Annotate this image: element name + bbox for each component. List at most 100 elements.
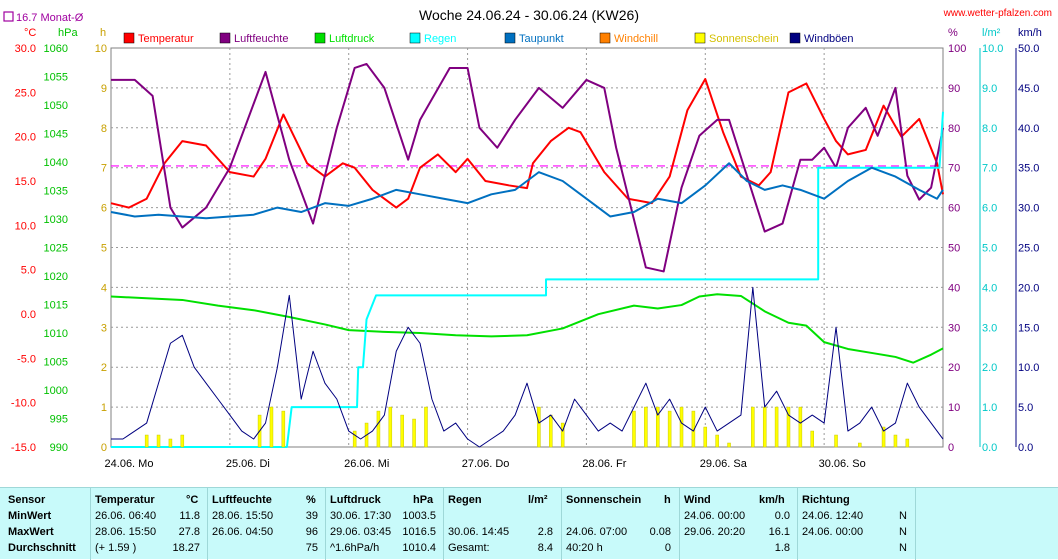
legend-label: Luftdruck [329,33,375,45]
y-tick-label-wind: 25.0 [1018,243,1039,255]
series-line-windböen [111,286,944,448]
table-cell-dir-date: 24.06. 12:40 [802,510,864,522]
month-avg-label: 16.7 Monat-Ø [16,12,84,24]
table-cell-press-val: 1010.4 [402,542,436,554]
sunshine-bar [352,430,357,448]
table-cell-press-val: 1003.5 [402,510,436,522]
header-sunshine: Sonnenschein [566,494,642,506]
y-tick-label-wind: 15.0 [1018,322,1039,334]
y-tick-label-pressure: 1055 [44,72,68,84]
y-tick-label-pressure: 1040 [44,157,68,169]
y-tick-label-pressure: 1050 [44,100,68,112]
table-cell-sun-val: 0 [664,542,671,554]
legend-swatch [123,32,135,44]
sunshine-bar [905,438,910,448]
table-cell-dir-val: N [899,542,907,554]
y-tick-label-humidity: 80 [948,123,960,135]
y-tick-label-sunshine: 6 [101,203,107,215]
y-tick-label-humidity: 0 [948,442,954,454]
legend-label: Regen [424,33,456,45]
y-tick-label-rain: 8.0 [982,123,997,135]
table-divider [797,488,798,560]
x-tick-label: 24.06. Mo [105,458,154,470]
stats-table: Sensor Temperatur °C Luftfeuchte % Luftd… [0,487,1058,560]
series-line-regen [111,111,944,448]
sunshine-bar [281,410,286,448]
legend-label: Temperatur [138,33,194,45]
y-tick-label-temperature: 10.0 [15,220,36,232]
y-tick-label-pressure: 1060 [44,43,68,55]
y-tick-label-rain: 10.0 [982,43,1003,55]
y-tick-label-pressure: 995 [50,414,68,426]
table-cell-wind-val: 16.1 [768,526,790,538]
table-cell-dir-date: 24.06. 00:00 [802,526,864,538]
table-divider [90,488,91,560]
axis-unit-temperature: °C [24,27,36,39]
table-cell-hum-val: 39 [305,510,318,522]
sunshine-bar [376,410,381,448]
weather-chart: 30.025.020.015.010.05.00.0-5.0-10.0-15.0… [3,7,1052,470]
y-tick-label-wind: 35.0 [1018,163,1039,175]
series-layer [110,62,944,448]
y-tick-label-sunshine: 5 [101,243,107,255]
y-tick-label-humidity: 30 [948,322,960,334]
axis-unit-sunshine: h [100,27,106,39]
legend-label: Windchill [614,33,658,45]
y-tick-label-sunshine: 2 [101,362,107,374]
header-direction: Richtung [802,494,850,506]
table-divider [561,488,562,560]
header-humidity: Luftfeuchte [212,494,272,506]
sunshine-bar [549,414,553,448]
y-tick-label-temperature: -15.0 [11,442,36,454]
table-cell-wind-date: 24.06. 00:00 [684,510,746,522]
sunshine-bar [893,434,898,448]
sunshine-bar [667,410,672,448]
legend-swatch [599,32,611,44]
y-tick-label-wind: 45.0 [1018,83,1039,95]
y-tick-label-temperature: 30.0 [15,43,36,55]
header-humidity-unit: % [306,494,316,506]
table-cell-sun-val: 0.08 [649,526,671,538]
sunshine-bar [537,406,541,448]
table-cell-temp-date: 26.06. 06:40 [95,510,157,522]
y-tick-label-sunshine: 10 [95,43,107,55]
x-tick-label: 29.06. Sa [700,458,748,470]
header-sensor: Sensor [8,494,46,506]
table-cell-temp-date: (+ 1.59 ) [95,542,137,554]
sunshine-bar [762,406,767,448]
sunshine-bar [715,434,719,448]
header-wind: Wind [684,494,711,506]
table-cell-rain-val: 8.4 [537,542,553,554]
x-tick-label: 30.06. So [819,458,866,470]
y-tick-label-wind: 30.0 [1018,203,1039,215]
table-cell-hum-val: 75 [305,542,318,554]
source-link[interactable]: www.wetter-pfalzen.com [943,8,1052,19]
header-rain: Regen [448,494,482,506]
sunshine-bar [424,406,428,448]
sunshine-bar [751,406,755,448]
y-tick-label-sunshine: 0 [101,442,107,454]
sunshine-bar [655,406,660,448]
y-tick-label-pressure: 1020 [44,271,68,283]
header-temperature: Temperatur [95,494,155,506]
legend-swatch [409,32,421,44]
table-cell-sun-date: 40:20 h [566,542,603,554]
legend-layer: Temperatur Luftfeuchte Luftdruck Regen Taupu… [123,32,854,45]
sunshine-bar [786,406,791,448]
table-cell-hum-date: 28.06. 15:50 [212,510,274,522]
table-cell-press-date: ^1.6hPa/h [330,542,380,554]
table-divider [207,488,208,560]
table-divider [915,488,916,560]
header-temperature-unit: °C [186,494,199,506]
y-tick-label-humidity: 100 [948,43,966,55]
axis-unit-wind: km/h [1018,27,1042,39]
y-tick-label-sunshine: 9 [101,83,107,95]
series-line-taupunkt [110,162,944,220]
x-tick-label: 27.06. Do [462,458,510,470]
x-tick-label: 26.06. Mi [344,458,389,470]
table-cell-wind-val: 0.0 [774,510,790,522]
y-tick-label-wind: 40.0 [1018,123,1039,135]
table-cell-wind-date: 29.06. 20:20 [684,526,746,538]
axes-layer: 30.025.020.015.010.05.00.0-5.0-10.0-15.0… [11,27,1042,470]
axis-unit-pressure: hPa [58,27,78,39]
